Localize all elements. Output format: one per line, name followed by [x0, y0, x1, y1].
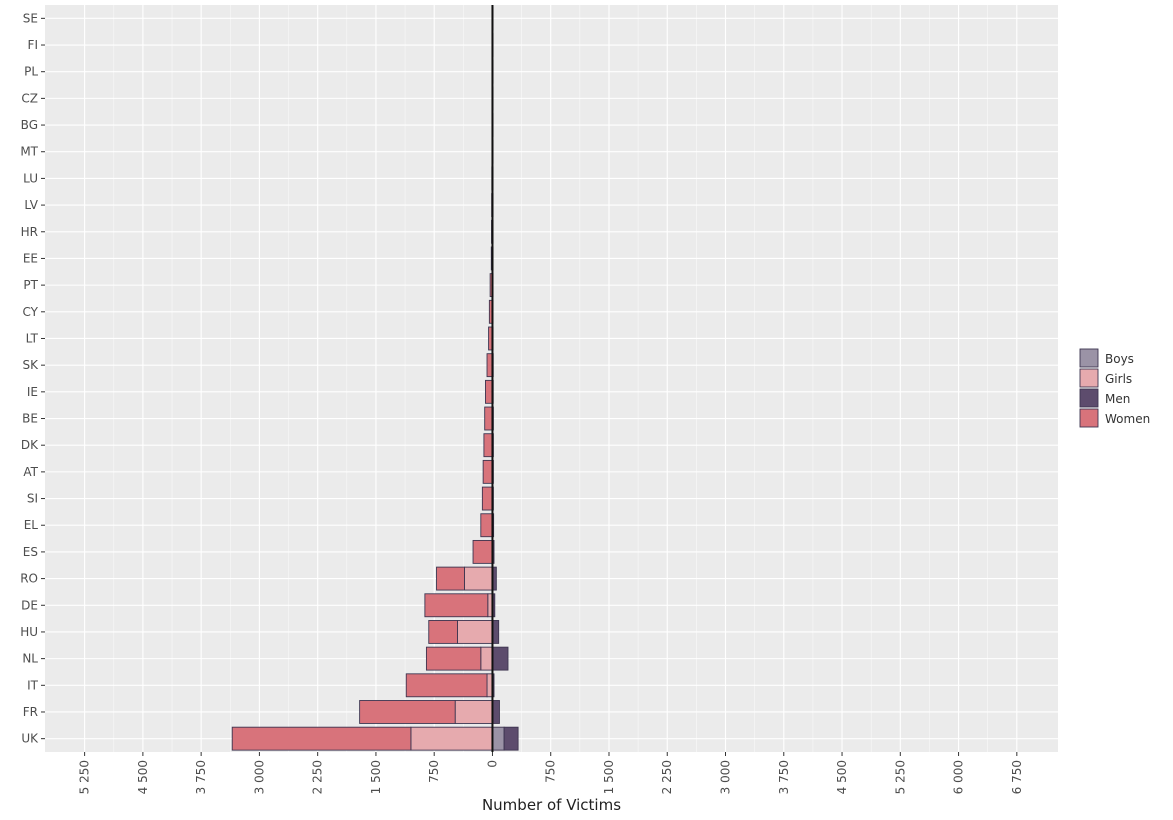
y-axis: SE FI PL CZ BG MT LU LV HR EE PT CY LT SK IE BE DK AT SI EL… — [20, 11, 45, 746]
y-tick-label: FI — [28, 38, 38, 52]
bar-women-ie — [485, 379, 493, 404]
y-tick-label: CZ — [21, 91, 38, 105]
legend-label-girls: Girls — [1105, 372, 1132, 386]
x-tick-label: 0 — [485, 760, 499, 768]
y-tick-label: DK — [21, 438, 39, 452]
bar-girls-nl — [480, 646, 493, 671]
y-tick-label: SI — [27, 492, 38, 506]
y-tick-label: LU — [23, 171, 38, 185]
y-tick-label: EE — [23, 251, 38, 265]
bar-girls-uk — [410, 726, 493, 751]
y-tick-label: HU — [20, 625, 38, 639]
bar-women-si — [481, 486, 493, 511]
y-tick-label: MT — [20, 145, 38, 159]
y-tick-label: FR — [23, 705, 38, 719]
x-tick-label: 5 250 — [78, 760, 92, 794]
bar-men-uk — [503, 726, 519, 751]
legend-label-men: Men — [1105, 392, 1130, 406]
bar-women-el — [480, 513, 493, 538]
bar-girls-hu — [457, 620, 493, 644]
y-tick-label: AT — [23, 465, 38, 479]
y-tick-label: SE — [23, 11, 38, 25]
x-tick-label: 5 250 — [893, 760, 907, 794]
legend-key-men — [1079, 388, 1099, 408]
y-tick-label: DE — [21, 598, 38, 612]
legend-label-boys: Boys — [1105, 352, 1134, 366]
y-tick-label: HR — [21, 225, 38, 239]
bars-layer — [231, 6, 519, 751]
y-tick-label: NL — [22, 652, 38, 666]
y-tick-label: CY — [23, 305, 39, 319]
x-axis-title: Number of Victims — [482, 796, 621, 814]
bar-girls-fr — [454, 700, 493, 724]
bar-women-be — [484, 406, 493, 431]
bar-men-nl — [492, 646, 509, 671]
x-tick-label: 4 500 — [136, 760, 150, 794]
legend: Boys Girls Men Women — [1079, 348, 1150, 428]
bar-women-it — [405, 673, 488, 698]
x-tick-label: 3 750 — [777, 760, 791, 794]
y-tick-label: ES — [23, 545, 38, 559]
y-tick-label: SK — [23, 358, 40, 372]
y-tick-label: LT — [26, 331, 39, 345]
bar-women-at — [482, 459, 493, 484]
x-tick-label: 3 000 — [719, 760, 733, 794]
plot-panel — [45, 5, 1058, 752]
y-tick-label: PL — [24, 65, 38, 79]
bar-women-nl — [425, 646, 482, 671]
x-tick-label: 750 — [427, 760, 441, 783]
x-tick-label: 1 500 — [369, 760, 383, 794]
y-tick-label: PT — [23, 278, 38, 292]
y-tick-label: EL — [24, 518, 39, 532]
bar-women-es — [472, 539, 493, 564]
x-tick-label: 2 250 — [311, 760, 325, 794]
x-tick-label: 750 — [544, 760, 558, 783]
bar-women-de — [424, 593, 489, 618]
y-tick-label: BG — [21, 118, 38, 132]
legend-label-women: Women — [1105, 412, 1150, 426]
y-tick-label: IE — [27, 385, 38, 399]
y-tick-label: UK — [21, 732, 39, 746]
y-tick-label: BE — [22, 412, 38, 426]
x-tick-label: 3 000 — [252, 760, 266, 794]
y-tick-label: IT — [27, 678, 39, 692]
bar-women-ro — [436, 566, 465, 591]
bar-women-dk — [483, 433, 493, 458]
bar-men-fr — [492, 700, 500, 724]
x-tick-label: 6 000 — [952, 760, 966, 794]
x-tick-label: 3 750 — [194, 760, 208, 794]
bar-women-uk — [231, 726, 412, 751]
bar-women-fr — [359, 700, 456, 724]
x-tick-label: 2 250 — [660, 760, 674, 794]
x-tick-label: 1 500 — [602, 760, 616, 794]
bar-boys-uk — [492, 726, 505, 751]
legend-key-girls — [1079, 368, 1099, 388]
legend-key-women — [1079, 408, 1099, 428]
y-tick-label: RO — [20, 572, 38, 586]
bar-girls-ro — [464, 566, 493, 591]
x-tick-label: 4 500 — [835, 760, 849, 794]
y-tick-label: LV — [24, 198, 38, 212]
legend-key-boys — [1079, 348, 1099, 368]
x-axis: 5 250 4 500 3 750 3 000 2 250 1 500 750 0 750 1 5… — [78, 752, 1024, 794]
x-tick-label: 6 750 — [1010, 760, 1024, 794]
bar-women-hu — [428, 620, 458, 644]
